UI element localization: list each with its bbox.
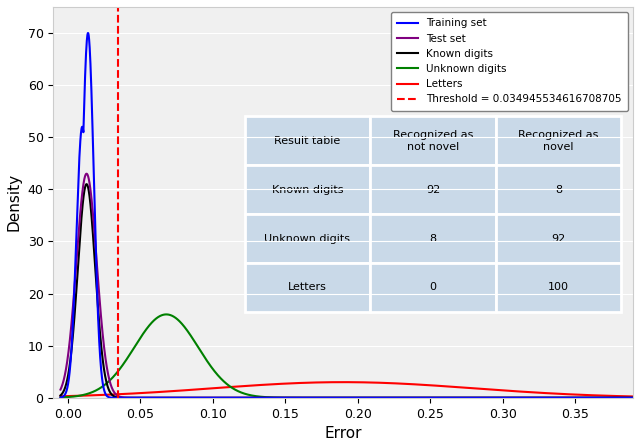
Training set: [301, 395, 309, 401]
Letters: [629, 394, 637, 399]
Unknown digits: [556, 395, 564, 401]
Known digits: [629, 395, 637, 401]
Unknown digits: [122, 358, 130, 363]
Test set: [122, 395, 130, 401]
Known digits: [83, 181, 90, 187]
Test set: [156, 395, 164, 401]
Letters: [156, 389, 164, 395]
Unknown digits: [163, 312, 170, 317]
Threshold = 0.034945534616708705: [115, 395, 122, 401]
Test set: [83, 171, 90, 177]
Known digits: [618, 395, 626, 401]
Line: Training set: Training set: [60, 33, 633, 398]
Unknown digits: [276, 395, 284, 401]
Unknown digits: [301, 395, 309, 401]
Training set: [276, 395, 284, 401]
Training set: [84, 30, 92, 36]
Known digits: [156, 395, 164, 401]
Training set: [156, 395, 164, 401]
Known digits: [122, 395, 130, 401]
Line: Test set: Test set: [60, 174, 633, 398]
Threshold = 0.034945534616708705: [115, 390, 122, 395]
Unknown digits: [156, 314, 164, 319]
Known digits: [56, 393, 64, 398]
Known digits: [419, 395, 426, 401]
Letters: [56, 394, 64, 399]
Letters: [276, 381, 284, 387]
Training set: [56, 395, 64, 400]
Known digits: [276, 395, 284, 401]
Training set: [557, 395, 564, 401]
Known digits: [301, 395, 309, 401]
Letters: [122, 391, 130, 396]
Test set: [629, 395, 637, 401]
Test set: [474, 395, 482, 401]
Line: Letters: Letters: [60, 382, 633, 396]
Letters: [339, 379, 347, 385]
Y-axis label: Density: Density: [7, 173, 22, 232]
Test set: [557, 395, 564, 401]
Letters: [618, 393, 626, 399]
Legend: Training set, Test set, Known digits, Unknown digits, Letters, Threshold = 0.034: Training set, Test set, Known digits, Un…: [390, 12, 628, 111]
Unknown digits: [629, 395, 637, 401]
Training set: [122, 395, 130, 401]
Test set: [301, 395, 309, 401]
Known digits: [557, 395, 564, 401]
Test set: [56, 387, 64, 392]
X-axis label: Error: Error: [324, 426, 362, 441]
Test set: [618, 395, 626, 401]
Letters: [556, 391, 564, 396]
Training set: [629, 395, 637, 401]
Training set: [618, 395, 626, 401]
Line: Known digits: Known digits: [60, 184, 633, 398]
Unknown digits: [618, 395, 626, 401]
Unknown digits: [56, 395, 64, 400]
Test set: [276, 395, 284, 401]
Line: Unknown digits: Unknown digits: [60, 314, 633, 398]
Letters: [301, 380, 308, 385]
Training set: [308, 395, 316, 401]
